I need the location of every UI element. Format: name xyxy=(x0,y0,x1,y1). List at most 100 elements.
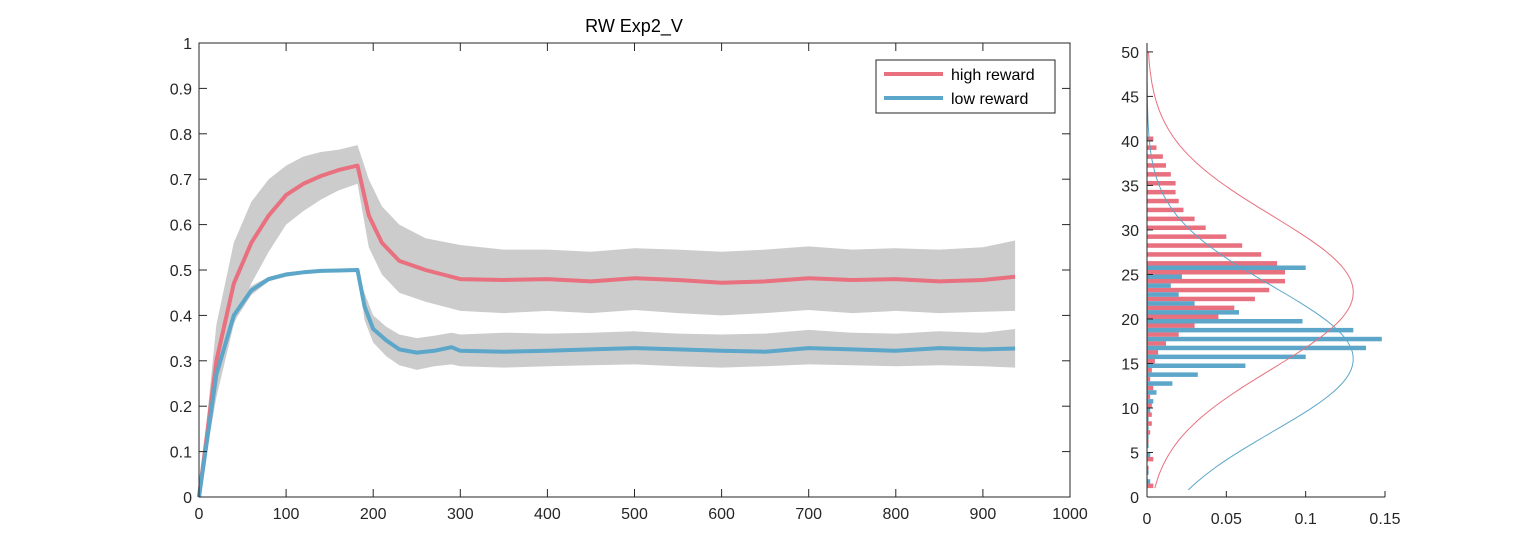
x-tick-label: 900 xyxy=(970,506,997,523)
hist-bar-high-reward xyxy=(1147,359,1155,364)
hist-bar-low-reward xyxy=(1147,327,1354,333)
x-tick-label: 200 xyxy=(360,506,387,523)
hist-bar-high-reward xyxy=(1147,198,1179,204)
hist-bar-low-reward xyxy=(1147,470,1149,475)
side-y-tick-label: 30 xyxy=(1121,223,1139,240)
hist-bar-low-reward xyxy=(1147,390,1157,395)
confidence-bands xyxy=(199,145,1016,497)
hist-bar-high-reward xyxy=(1147,376,1151,382)
hist-bar-high-reward xyxy=(1147,412,1152,417)
hist-bar-high-reward xyxy=(1147,234,1227,239)
line-low-reward xyxy=(197,268,1016,498)
main-line-plot: 0 100 200 300 400 500 600 700 800 900 1000 0 0.1 0.2… xyxy=(170,16,1088,523)
y-tick-label: 0.4 xyxy=(170,308,192,325)
hist-bar-high-reward xyxy=(1147,145,1157,150)
hist-bar-high-reward xyxy=(1147,261,1278,266)
hist-bar-low-reward xyxy=(1147,292,1179,297)
side-y-tick-label: 40 xyxy=(1121,134,1139,151)
side-y-tick-label: 25 xyxy=(1121,267,1139,284)
y-tick-label: 0.6 xyxy=(170,218,192,235)
legend-label-low-reward: low reward xyxy=(951,91,1028,108)
side-y-tick-label: 35 xyxy=(1121,178,1139,195)
hist-bar-high-reward xyxy=(1147,225,1206,230)
side-histogram-plot: 0 0.05 0.1 0.15 0 5 10 15 20 25 30 35 40 45 50 xyxy=(1121,43,1401,528)
hist-bar-low-reward xyxy=(1147,372,1198,377)
fit-curve-low-reward xyxy=(1146,53,1354,491)
hist-bar-low-reward xyxy=(1147,452,1151,457)
hist-bar-high-reward xyxy=(1147,341,1166,346)
hist-bar-high-reward xyxy=(1147,385,1154,391)
hist-bar-high-reward xyxy=(1147,278,1285,284)
hist-bar-high-reward xyxy=(1147,189,1176,195)
histogram-bars xyxy=(1147,136,1382,489)
hist-bar-high-reward xyxy=(1147,270,1285,275)
hist-bar-low-reward xyxy=(1147,443,1149,449)
side-y-tick-label: 0 xyxy=(1130,490,1139,507)
line-high-reward xyxy=(197,163,1016,498)
y-tick-label: 0.1 xyxy=(170,445,192,462)
hist-bar-high-reward xyxy=(1147,465,1149,471)
legend: high reward low reward xyxy=(875,59,1056,114)
side-y-tick-label: 45 xyxy=(1121,89,1139,106)
x-tick-label: 1000 xyxy=(1052,506,1088,523)
hist-bar-high-reward xyxy=(1147,172,1171,177)
chart-title: RW Exp2_V xyxy=(585,16,683,37)
series-lines xyxy=(197,163,1016,498)
side-y-axis: 0 5 10 15 20 25 30 35 40 45 50 xyxy=(1121,45,1153,507)
hist-bar-high-reward xyxy=(1147,296,1255,302)
main-x-axis: 0 100 200 300 400 500 600 700 800 900 1000 xyxy=(195,43,1088,523)
side-y-tick-label: 15 xyxy=(1121,356,1139,373)
x-tick-label: 300 xyxy=(447,506,474,523)
hist-bar-high-reward xyxy=(1147,305,1235,311)
side-x-tick-label: 0.1 xyxy=(1295,511,1317,528)
hist-bar-low-reward xyxy=(1147,301,1195,306)
hist-bar-low-reward xyxy=(1147,408,1151,413)
band-high-reward xyxy=(199,145,1016,497)
hist-bar-low-reward xyxy=(1147,416,1149,422)
hist-bar-high-reward xyxy=(1147,136,1154,141)
hist-bar-high-reward xyxy=(1147,367,1152,373)
hist-bar-low-reward xyxy=(1147,283,1171,288)
hist-bar-low-reward xyxy=(1147,319,1303,324)
y-tick-label: 0.3 xyxy=(170,354,192,371)
hist-bar-high-reward xyxy=(1147,181,1176,186)
y-tick-label: 0.7 xyxy=(170,172,192,189)
hist-bar-low-reward xyxy=(1147,425,1149,431)
hist-bar-low-reward xyxy=(1147,274,1182,279)
fit-curve-high-reward xyxy=(1148,51,1354,489)
x-tick-label: 600 xyxy=(708,506,735,523)
x-tick-label: 100 xyxy=(273,506,300,523)
hist-bar-high-reward xyxy=(1147,323,1195,328)
hist-bar-low-reward xyxy=(1147,434,1149,440)
side-y-tick-label: 50 xyxy=(1121,45,1139,62)
legend-box xyxy=(875,59,1056,114)
x-tick-label: 800 xyxy=(882,506,909,523)
hist-bar-low-reward xyxy=(1147,354,1306,360)
y-tick-label: 0.8 xyxy=(170,127,192,144)
side-x-tick-label: 0.15 xyxy=(1369,511,1400,528)
hist-bar-high-reward xyxy=(1147,252,1262,257)
fit-curves xyxy=(1146,51,1354,491)
hist-bar-high-reward xyxy=(1147,483,1154,489)
hist-bar-low-reward xyxy=(1147,381,1173,386)
hist-bar-low-reward xyxy=(1147,345,1366,351)
y-tick-label: 1 xyxy=(183,36,192,53)
side-y-tick-label: 20 xyxy=(1121,312,1139,329)
hist-bar-high-reward xyxy=(1147,216,1195,222)
hist-bar-high-reward xyxy=(1147,439,1149,444)
hist-bar-high-reward xyxy=(1147,207,1184,213)
hist-bar-high-reward xyxy=(1147,287,1270,293)
hist-bar-high-reward xyxy=(1147,163,1166,168)
x-tick-label: 400 xyxy=(534,506,561,523)
side-y-tick-label: 5 xyxy=(1130,445,1139,462)
hist-bar-low-reward xyxy=(1147,265,1306,270)
hist-bar-high-reward xyxy=(1147,456,1154,462)
y-tick-label: 0.2 xyxy=(170,399,192,416)
y-tick-label: 0.9 xyxy=(170,81,192,98)
hist-bar-high-reward xyxy=(1147,394,1151,400)
hist-bar-high-reward xyxy=(1147,243,1243,248)
hist-bar-low-reward xyxy=(1147,363,1246,368)
side-x-axis: 0 0.05 0.1 0.15 xyxy=(1143,491,1401,528)
